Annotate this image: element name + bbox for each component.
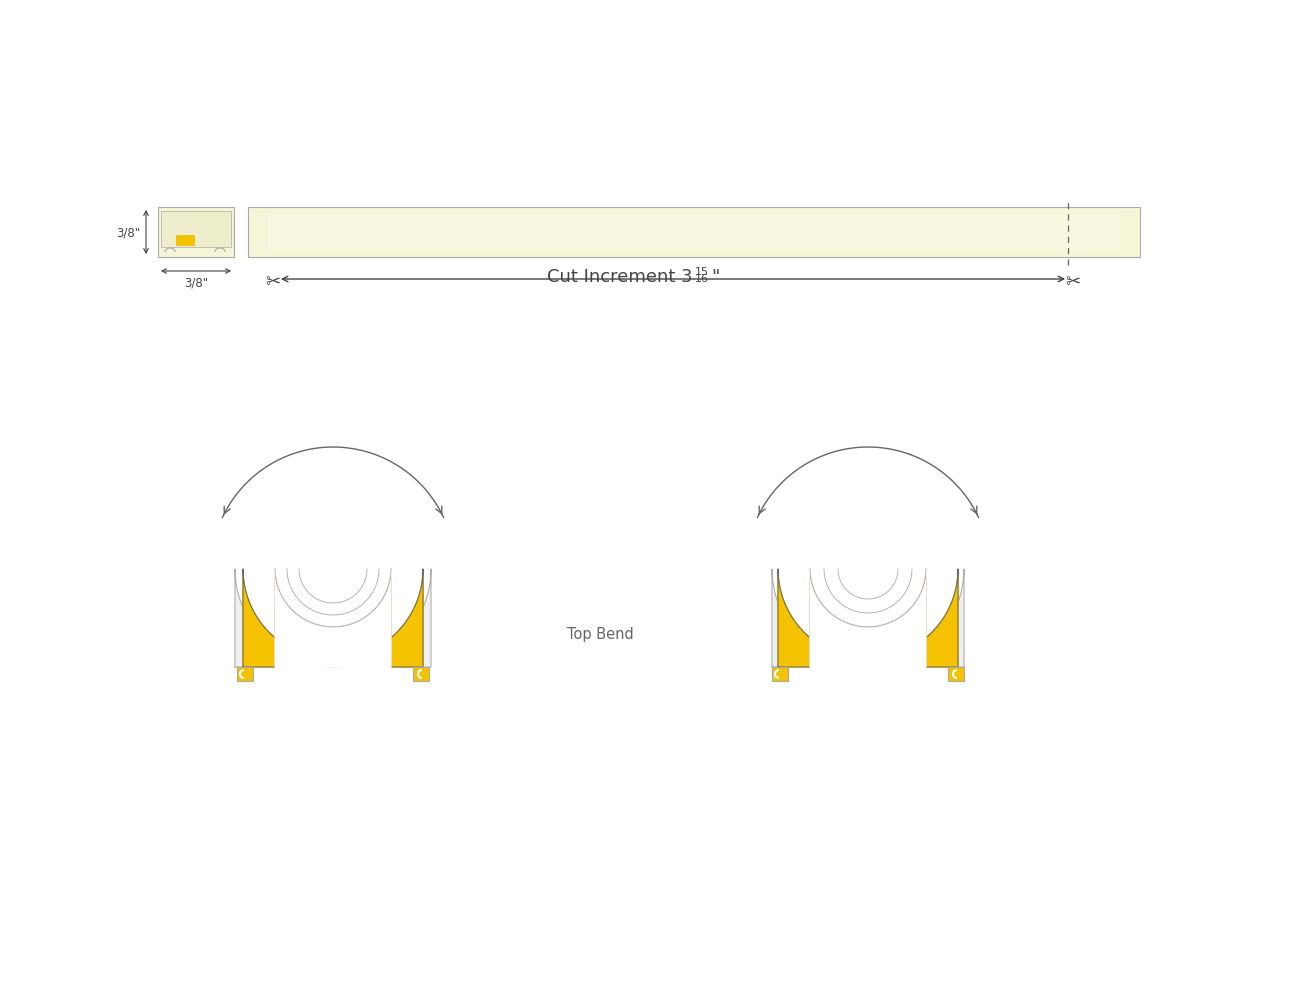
Bar	[948, 667, 965, 681]
Text: ": "	[711, 268, 719, 286]
Bar	[248, 208, 1140, 258]
Polygon shape	[243, 570, 422, 667]
Bar	[159, 208, 234, 258]
Bar	[176, 236, 194, 246]
Text: 15: 15	[696, 267, 708, 277]
Text: Top Bend: Top Bend	[567, 626, 634, 641]
Polygon shape	[772, 570, 965, 667]
Text: Cut Increment 3: Cut Increment 3	[547, 268, 693, 286]
Bar	[268, 216, 1121, 250]
Polygon shape	[777, 570, 958, 667]
Text: ✂: ✂	[1066, 273, 1080, 291]
Polygon shape	[810, 570, 926, 667]
Text: 3/8": 3/8"	[183, 276, 208, 289]
Bar	[237, 667, 254, 681]
Polygon shape	[235, 570, 432, 667]
Text: 3/8": 3/8"	[116, 227, 140, 240]
Polygon shape	[276, 570, 391, 667]
Bar	[413, 667, 429, 681]
Text: 16: 16	[696, 274, 708, 284]
Bar	[772, 667, 788, 681]
Bar	[161, 212, 231, 248]
Text: ✂: ✂	[265, 273, 281, 291]
